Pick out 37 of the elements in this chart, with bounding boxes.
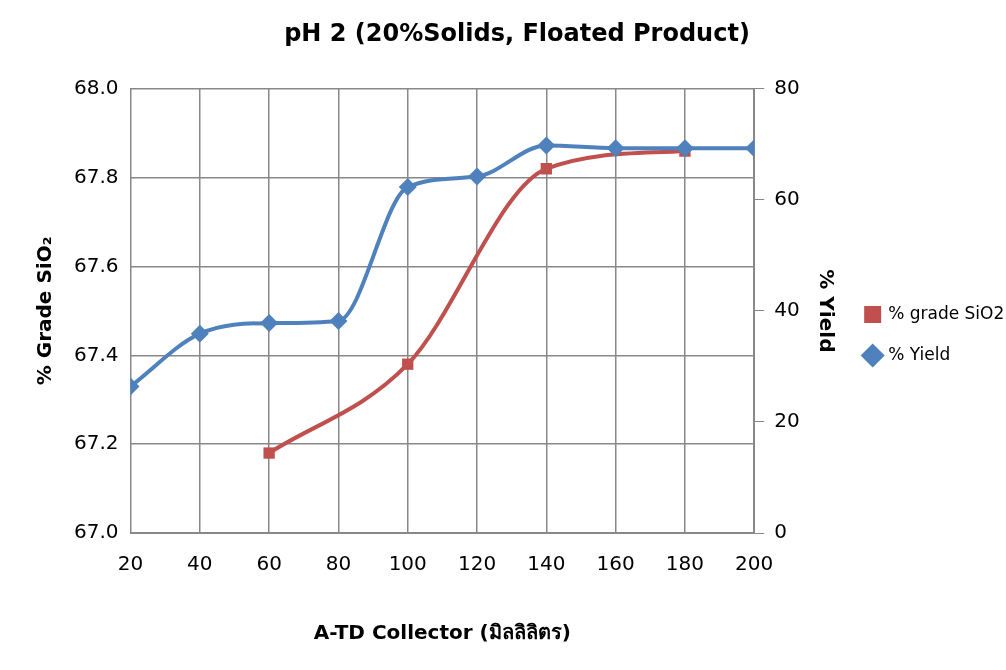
y2-tick-label: 40 (774, 297, 800, 322)
y-tick-label: 67.4 (74, 341, 119, 366)
point (468, 167, 487, 186)
y2-tick-label: 0 (774, 519, 787, 544)
x-tick-label: 180 (665, 551, 705, 576)
y2-tick-label: 60 (774, 186, 800, 211)
point (398, 178, 417, 197)
point (537, 136, 556, 155)
chart-title: pH 2 (20%Solids, Floated Product) (284, 18, 750, 47)
y-tick-label: 67.0 (74, 519, 119, 544)
point (263, 447, 275, 459)
x-tick-label: 100 (388, 551, 427, 576)
x-tick-label: 20 (117, 551, 144, 576)
legend-label: % Yield (888, 343, 951, 364)
x-tick-label: 60 (256, 551, 282, 576)
y-tick-label: 67.6 (74, 252, 119, 277)
y-tick-label: 67.2 (74, 430, 119, 455)
x-tick-label: 120 (457, 551, 497, 576)
point (402, 358, 414, 370)
x-tick-label: 200 (735, 551, 774, 576)
x-tick-label: 160 (596, 551, 635, 576)
x-tick-label: 40 (187, 551, 213, 576)
y2-tick-label: 20 (774, 408, 800, 433)
point (190, 324, 209, 343)
point (329, 311, 348, 330)
point (540, 163, 552, 175)
x-tick-label: 140 (527, 551, 566, 576)
x-axis-title: A-TD Collector (มิลลิลิตร) (313, 620, 571, 645)
y-tick-label: 68.0 (74, 75, 119, 99)
y-axis-title: % Grade SiO₂ (32, 236, 57, 386)
y2-tick-label: 80 (774, 75, 800, 99)
y-tick-label: 67.8 (74, 163, 119, 188)
legend-label: % grade SiO2 (888, 302, 1005, 323)
point (606, 139, 625, 158)
y2-axis-title: % Yield (815, 269, 840, 353)
point (675, 139, 694, 158)
x-tick-label: 80 (325, 551, 352, 576)
